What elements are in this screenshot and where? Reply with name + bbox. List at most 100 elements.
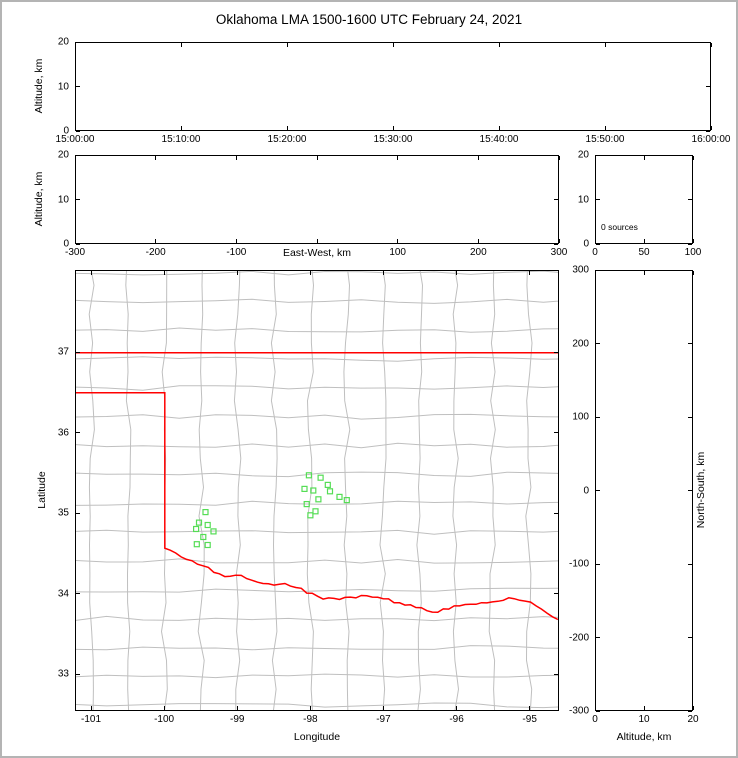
lma-source-marker — [193, 541, 200, 548]
lma-source-marker — [312, 508, 319, 515]
tick-mark — [74, 239, 76, 243]
tick-label-y: 20 — [57, 149, 69, 161]
ns-panel-xlabel: Altitude, km — [616, 731, 672, 743]
tick-label-y: 20 — [57, 36, 69, 48]
county-line — [76, 271, 558, 276]
tick-label-x: -100 — [226, 247, 247, 258]
tick-mark — [286, 43, 288, 47]
tick-label-x: -95 — [522, 714, 537, 725]
tick-mark — [710, 126, 712, 130]
tick-mark — [236, 271, 238, 275]
time-height-panel — [75, 42, 711, 131]
tick-label-y: 10 — [57, 81, 69, 92]
county-line — [76, 558, 558, 564]
tick-label-x: 100 — [389, 247, 406, 258]
tick-label-y: 300 — [572, 264, 589, 276]
tick-mark — [76, 512, 80, 514]
tick-label-y: -100 — [568, 558, 589, 570]
county-line — [76, 529, 558, 535]
county-line — [379, 271, 387, 710]
county-line — [76, 500, 558, 506]
tick-label-x: 0 — [592, 247, 598, 258]
tick-mark — [643, 271, 645, 275]
lma-source-marker — [202, 509, 209, 516]
tick-mark — [235, 239, 237, 243]
tick-mark — [76, 41, 80, 43]
lma-source-marker — [315, 496, 322, 503]
tick-mark — [688, 637, 692, 638]
ns-panel-ylabel: North-South, km — [695, 451, 707, 529]
county-line — [306, 271, 315, 710]
tick-mark — [710, 43, 712, 47]
tick-mark — [529, 271, 531, 275]
county-line — [125, 271, 132, 710]
tick-label-x: 15:40:00 — [479, 134, 519, 145]
tick-mark — [688, 154, 692, 156]
tick-mark — [477, 156, 479, 160]
county-line — [88, 271, 95, 710]
lma-source-marker — [310, 487, 317, 494]
tick-mark — [554, 351, 558, 353]
tick-label-y: 0 — [583, 238, 589, 250]
lma-source-marker — [305, 472, 312, 479]
tick-mark — [706, 41, 710, 43]
tick-mark — [498, 43, 500, 47]
tick-label-x: 50 — [638, 247, 650, 258]
tick-label-x: -101 — [81, 714, 102, 725]
tick-mark — [456, 706, 458, 710]
lma-source-marker — [317, 474, 324, 481]
tick-label-x: 15:10:00 — [161, 134, 201, 145]
tick-label-x: 15:00:00 — [55, 134, 95, 145]
tick-mark — [286, 126, 288, 130]
county-line — [76, 615, 558, 622]
county-line — [488, 271, 496, 710]
tick-mark — [643, 706, 645, 710]
tick-mark — [382, 706, 384, 710]
tick-label-y: 34 — [57, 588, 69, 600]
tick-mark — [76, 432, 80, 434]
tick-mark — [76, 130, 80, 132]
tick-label-y: -300 — [568, 705, 589, 717]
tick-mark — [688, 269, 692, 271]
tick-mark — [76, 243, 80, 245]
oklahoma-map — [76, 271, 558, 710]
tick-mark — [692, 706, 694, 710]
tick-mark — [236, 706, 238, 710]
county-line — [76, 702, 558, 709]
county-line — [76, 442, 558, 449]
tick-mark — [706, 130, 710, 132]
tick-label-x: 10 — [638, 714, 650, 725]
lma-source-marker — [210, 528, 217, 535]
tick-mark — [692, 239, 694, 243]
tick-label-y: 35 — [57, 507, 69, 519]
tick-mark — [596, 490, 600, 491]
county-line — [76, 356, 558, 362]
tick-mark — [554, 432, 558, 434]
lma-source-marker — [200, 533, 207, 541]
lma-source-marker — [192, 525, 200, 533]
tick-mark — [74, 156, 76, 160]
tick-mark — [688, 343, 692, 344]
tick-mark — [688, 490, 692, 491]
county-line — [197, 271, 205, 710]
tick-mark — [596, 710, 600, 712]
tick-label-x: 16:00:00 — [691, 134, 731, 145]
tick-mark — [316, 239, 318, 243]
tick-mark — [392, 43, 394, 47]
tick-mark — [163, 271, 165, 275]
county-line — [76, 385, 558, 391]
plan-view-map-panel — [75, 270, 559, 711]
tick-mark — [235, 156, 237, 160]
tick-mark — [558, 156, 560, 160]
tick-mark — [76, 673, 80, 675]
lma-source-marker — [307, 512, 314, 519]
tick-mark — [596, 199, 600, 200]
tick-label-y: 33 — [57, 668, 69, 680]
tick-mark — [74, 43, 76, 47]
tick-label-y: 100 — [572, 411, 589, 423]
state-border — [76, 391, 558, 621]
tick-mark — [594, 239, 596, 243]
tick-label-y: -200 — [568, 632, 589, 643]
tick-mark — [596, 563, 600, 565]
